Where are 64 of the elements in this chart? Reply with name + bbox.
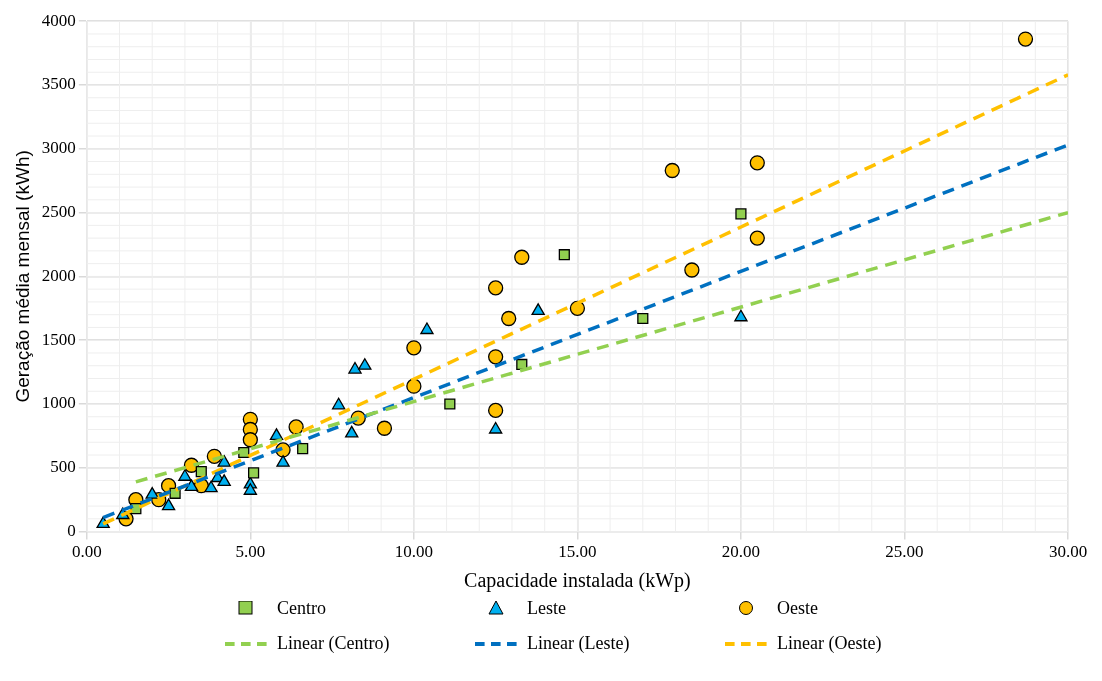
point: [444, 398, 456, 410]
point: [243, 483, 258, 495]
point: [358, 358, 372, 370]
x-tick-label: 25.00: [885, 542, 924, 562]
point: [637, 312, 649, 325]
y-tick-label: 0: [67, 521, 76, 541]
x-tick-label: 15.00: [558, 542, 597, 562]
point: [269, 428, 284, 441]
x-axis-title: Capacidade instalada (kWp): [464, 569, 691, 593]
point: [501, 310, 517, 327]
x-tick-label: 20.00: [721, 542, 761, 562]
point: [1017, 31, 1034, 47]
y-tick-label: 1500: [41, 329, 76, 349]
point: [288, 419, 304, 435]
x-tick-label: 10.00: [394, 542, 433, 562]
point: [406, 378, 422, 394]
point: [161, 498, 176, 511]
point: [248, 467, 260, 479]
point: [345, 425, 359, 438]
point: [376, 420, 393, 436]
point: [331, 397, 346, 410]
point: [664, 162, 680, 179]
point: [184, 479, 199, 492]
point: [488, 421, 503, 434]
y-tick-label: 1000: [41, 393, 76, 413]
x-tick-label: 0.00: [71, 542, 102, 562]
point: [348, 361, 362, 374]
point: [217, 455, 231, 467]
point: [242, 432, 258, 448]
y-tick-label: 4000: [41, 10, 76, 30]
legend-label: Oeste: [777, 598, 818, 619]
point: [195, 466, 207, 478]
point: [487, 280, 504, 296]
point: [684, 262, 700, 278]
point: [734, 309, 748, 322]
y-tick-label: 2000: [41, 265, 76, 285]
legend-label: Centro: [277, 598, 326, 619]
point: [297, 443, 309, 455]
point: [487, 402, 504, 419]
point: [531, 303, 545, 315]
point: [487, 349, 504, 365]
point: [749, 230, 765, 246]
legend-label: Leste: [527, 598, 566, 619]
point: [735, 208, 747, 220]
point: [514, 249, 530, 265]
point: [217, 474, 231, 486]
legend-label: Linear (Oeste): [777, 633, 882, 654]
y-tick-label: 500: [50, 457, 76, 477]
legend-label: Linear (Centro): [277, 633, 390, 654]
y-tick-label: 2500: [41, 202, 76, 222]
point: [178, 469, 192, 481]
x-tick-label: 5.00: [235, 542, 266, 562]
point: [420, 322, 434, 335]
point: [145, 486, 159, 499]
point: [558, 249, 570, 261]
point: [406, 340, 422, 356]
legend-label: Linear (Leste): [527, 633, 630, 654]
y-axis-title: Geração média mensal (kWh): [11, 150, 33, 403]
x-tick-label: 30.00: [1048, 542, 1088, 562]
point: [204, 480, 218, 493]
y-tick-label: 3000: [41, 138, 76, 158]
point: [276, 455, 290, 467]
y-tick-label: 3500: [41, 74, 76, 94]
point: [749, 155, 765, 171]
